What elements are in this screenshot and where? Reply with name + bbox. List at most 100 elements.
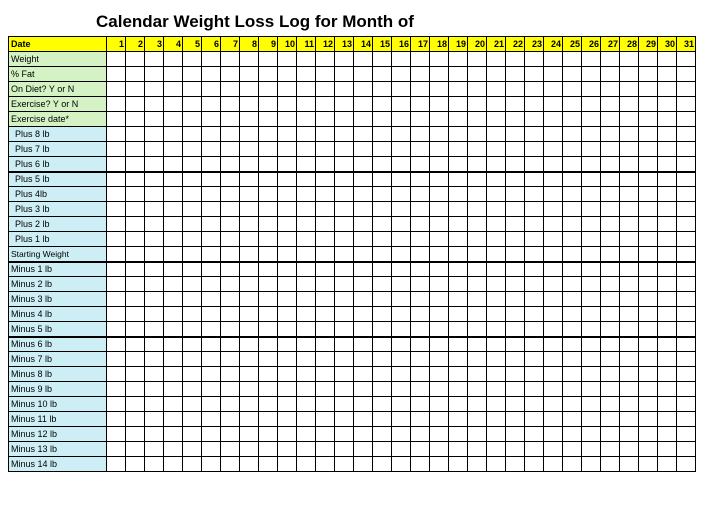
- grid-cell: [620, 217, 639, 232]
- grid-cell: [202, 442, 221, 457]
- grid-cell: [487, 382, 506, 397]
- grid-cell: [525, 247, 544, 262]
- grid-cell: [430, 367, 449, 382]
- grid-cell: [126, 142, 145, 157]
- grid-cell: [126, 157, 145, 172]
- grid-cell: [582, 52, 601, 67]
- grid-cell: [601, 67, 620, 82]
- grid-cell: [221, 322, 240, 337]
- grid-cell: [145, 202, 164, 217]
- grid-cell: [487, 292, 506, 307]
- grid-cell: [373, 82, 392, 97]
- grid-cell: [354, 172, 373, 187]
- grid-cell: [335, 97, 354, 112]
- grid-cell: [202, 382, 221, 397]
- grid-cell: [639, 397, 658, 412]
- grid-cell: [240, 127, 259, 142]
- grid-cell: [373, 157, 392, 172]
- grid-cell: [411, 367, 430, 382]
- grid-cell: [107, 112, 126, 127]
- grid-cell: [297, 457, 316, 472]
- grid-cell: [563, 127, 582, 142]
- grid-cell: [639, 337, 658, 352]
- grid-cell: [278, 322, 297, 337]
- grid-cell: [563, 112, 582, 127]
- grid-cell: [525, 217, 544, 232]
- grid-cell: [164, 157, 183, 172]
- grid-cell: [297, 412, 316, 427]
- grid-cell: [126, 262, 145, 277]
- grid-cell: [430, 52, 449, 67]
- grid-cell: [487, 412, 506, 427]
- grid-cell: [373, 397, 392, 412]
- row-label: Exercise? Y or N: [9, 97, 107, 112]
- grid-cell: [449, 157, 468, 172]
- grid-cell: [373, 52, 392, 67]
- grid-cell: [297, 367, 316, 382]
- grid-cell: [373, 247, 392, 262]
- grid-cell: [449, 112, 468, 127]
- grid-cell: [183, 217, 202, 232]
- grid-cell: [392, 427, 411, 442]
- grid-cell: [278, 202, 297, 217]
- grid-cell: [221, 187, 240, 202]
- grid-cell: [335, 187, 354, 202]
- grid-cell: [563, 97, 582, 112]
- grid-cell: [544, 172, 563, 187]
- grid-cell: [411, 172, 430, 187]
- grid-cell: [259, 127, 278, 142]
- table-row: Minus 9 lb: [9, 382, 696, 397]
- grid-cell: [240, 427, 259, 442]
- grid-cell: [145, 127, 164, 142]
- grid-cell: [658, 247, 677, 262]
- grid-cell: [145, 337, 164, 352]
- grid-cell: [525, 442, 544, 457]
- grid-cell: [658, 82, 677, 97]
- grid-cell: [392, 142, 411, 157]
- grid-cell: [677, 322, 696, 337]
- grid-cell: [297, 82, 316, 97]
- grid-cell: [525, 337, 544, 352]
- grid-cell: [316, 142, 335, 157]
- header-day-29: 29: [639, 37, 658, 52]
- grid-cell: [449, 232, 468, 247]
- row-label: Plus 1 lb: [9, 232, 107, 247]
- grid-cell: [297, 382, 316, 397]
- grid-cell: [487, 367, 506, 382]
- grid-cell: [563, 157, 582, 172]
- table-row: Minus 3 lb: [9, 292, 696, 307]
- grid-cell: [677, 187, 696, 202]
- grid-cell: [278, 97, 297, 112]
- grid-cell: [506, 352, 525, 367]
- grid-cell: [468, 352, 487, 367]
- grid-cell: [202, 427, 221, 442]
- grid-cell: [316, 322, 335, 337]
- grid-cell: [601, 457, 620, 472]
- grid-cell: [525, 427, 544, 442]
- grid-cell: [411, 82, 430, 97]
- grid-cell: [183, 382, 202, 397]
- grid-cell: [202, 457, 221, 472]
- grid-cell: [373, 187, 392, 202]
- grid-cell: [202, 397, 221, 412]
- page-title: Calendar Weight Loss Log for Month of: [8, 8, 694, 36]
- grid-cell: [259, 412, 278, 427]
- grid-cell: [620, 262, 639, 277]
- grid-cell: [373, 367, 392, 382]
- grid-cell: [183, 67, 202, 82]
- grid-cell: [487, 427, 506, 442]
- grid-cell: [240, 292, 259, 307]
- grid-cell: [620, 157, 639, 172]
- grid-cell: [487, 142, 506, 157]
- grid-cell: [639, 322, 658, 337]
- grid-cell: [620, 112, 639, 127]
- grid-cell: [525, 232, 544, 247]
- grid-cell: [525, 277, 544, 292]
- grid-cell: [335, 217, 354, 232]
- grid-cell: [506, 232, 525, 247]
- grid-cell: [221, 172, 240, 187]
- grid-cell: [620, 232, 639, 247]
- grid-cell: [582, 337, 601, 352]
- grid-cell: [145, 142, 164, 157]
- grid-cell: [107, 202, 126, 217]
